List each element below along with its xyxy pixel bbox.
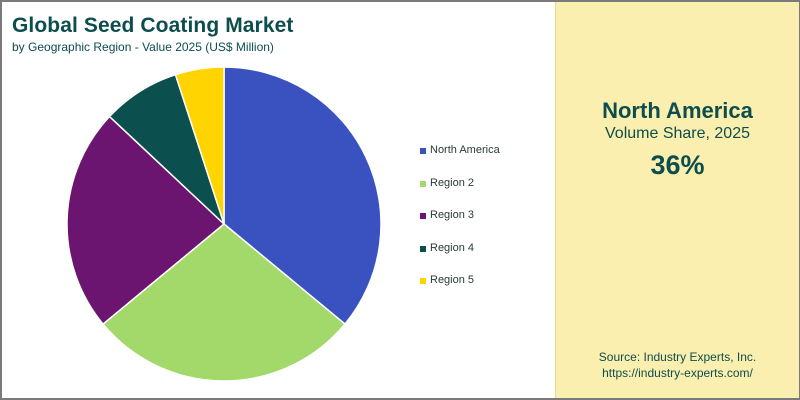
legend-label: Region 4 xyxy=(430,241,475,254)
source-note: Source: Industry Experts, Inc. https://i… xyxy=(556,349,799,381)
legend-item: North America xyxy=(420,144,500,177)
legend-item: Region 5 xyxy=(420,274,500,307)
pie-chart xyxy=(66,66,382,382)
highlight-region: North America xyxy=(602,98,753,123)
chart-legend: North America Region 2 Region 3 Region 4 Reg… xyxy=(420,144,500,307)
legend-item: Region 2 xyxy=(420,177,500,210)
legend-label: Region 2 xyxy=(430,176,475,189)
source-url: https://industry-experts.com/ xyxy=(602,366,753,380)
legend-label: Region 3 xyxy=(430,209,475,222)
pie-slice-north-america xyxy=(223,66,382,326)
legend-swatch xyxy=(420,245,426,252)
legend-label: Region 5 xyxy=(430,274,475,287)
pie-slice-region-5 xyxy=(174,66,225,225)
legend-label: North America xyxy=(430,144,500,156)
legend-item: Region 3 xyxy=(420,209,500,242)
legend-swatch xyxy=(420,180,426,187)
legend-swatch xyxy=(420,278,426,285)
highlight-metric: Volume Share, 2025 xyxy=(605,125,750,142)
pie-slice-region-3 xyxy=(66,115,226,326)
source-text: Source: Industry Experts, Inc. xyxy=(598,350,757,364)
highlight-value: 36% xyxy=(650,150,705,180)
highlight-panel: North America Volume Share, 2025 36% Sou… xyxy=(555,2,799,398)
chart-title: Global Seed Coating Market xyxy=(12,14,294,37)
chart-subtitle: by Geographic Region - Value 2025 (US$ M… xyxy=(12,40,274,54)
pie-slice-region-2 xyxy=(101,223,347,382)
legend-swatch xyxy=(420,148,426,154)
legend-swatch xyxy=(420,213,426,220)
legend-item: Region 4 xyxy=(420,242,500,275)
